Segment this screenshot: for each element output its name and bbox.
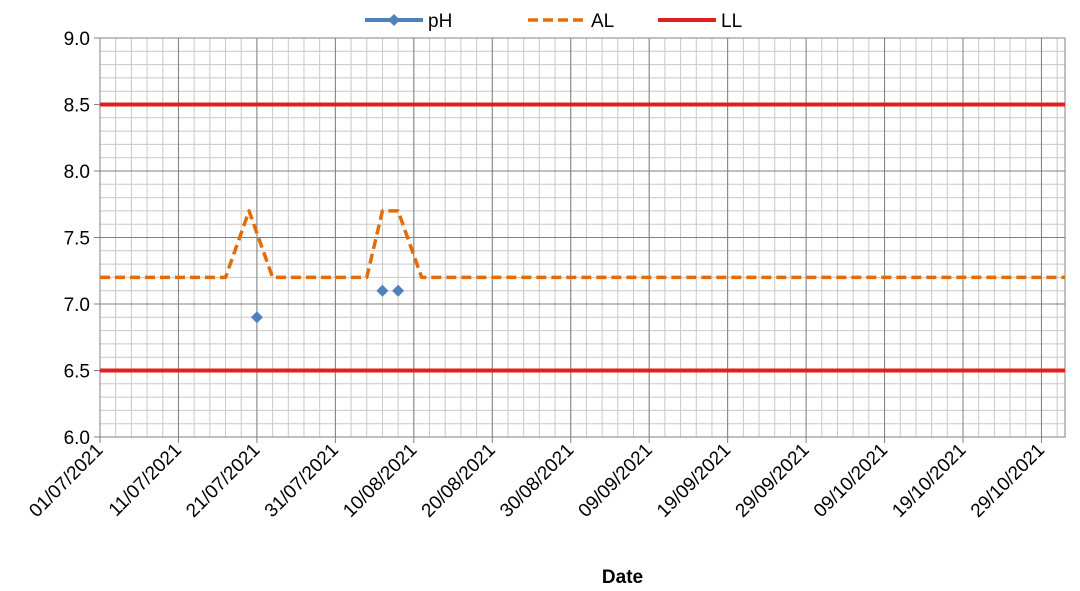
data-point-ph	[392, 284, 405, 297]
data-point-ph	[376, 284, 389, 297]
series-line-al	[100, 209, 1065, 280]
y-tick-label: 9.0	[64, 29, 90, 50]
y-tick-label: 8.0	[64, 162, 90, 183]
series-layer	[100, 102, 1065, 373]
y-tick-label: 7.5	[64, 229, 90, 250]
legend-marker-ph	[388, 14, 400, 26]
legend-item-ph: pH	[365, 11, 452, 32]
data-point-ph	[250, 311, 263, 324]
legend: pH AL LL	[365, 11, 742, 32]
legend-label-ll: LL	[721, 11, 742, 32]
legend-item-ll: LL	[658, 11, 742, 32]
y-tick-label: 6.0	[64, 428, 90, 449]
series-al	[100, 209, 1065, 280]
legend-label-ph: pH	[428, 11, 452, 32]
y-tick-label: 7.0	[64, 295, 90, 316]
y-axis-tick-labels: 6.0 6.5 7.0 7.5 8.0 8.5 9.0	[64, 29, 100, 449]
y-tick-label: 6.5	[64, 362, 90, 383]
legend-item-al: AL	[528, 11, 614, 32]
series-ll	[100, 102, 1065, 373]
series-ph	[250, 284, 405, 324]
x-axis-title: Date	[602, 567, 643, 588]
legend-label-al: AL	[591, 11, 614, 32]
y-tick-label: 8.5	[64, 96, 90, 117]
